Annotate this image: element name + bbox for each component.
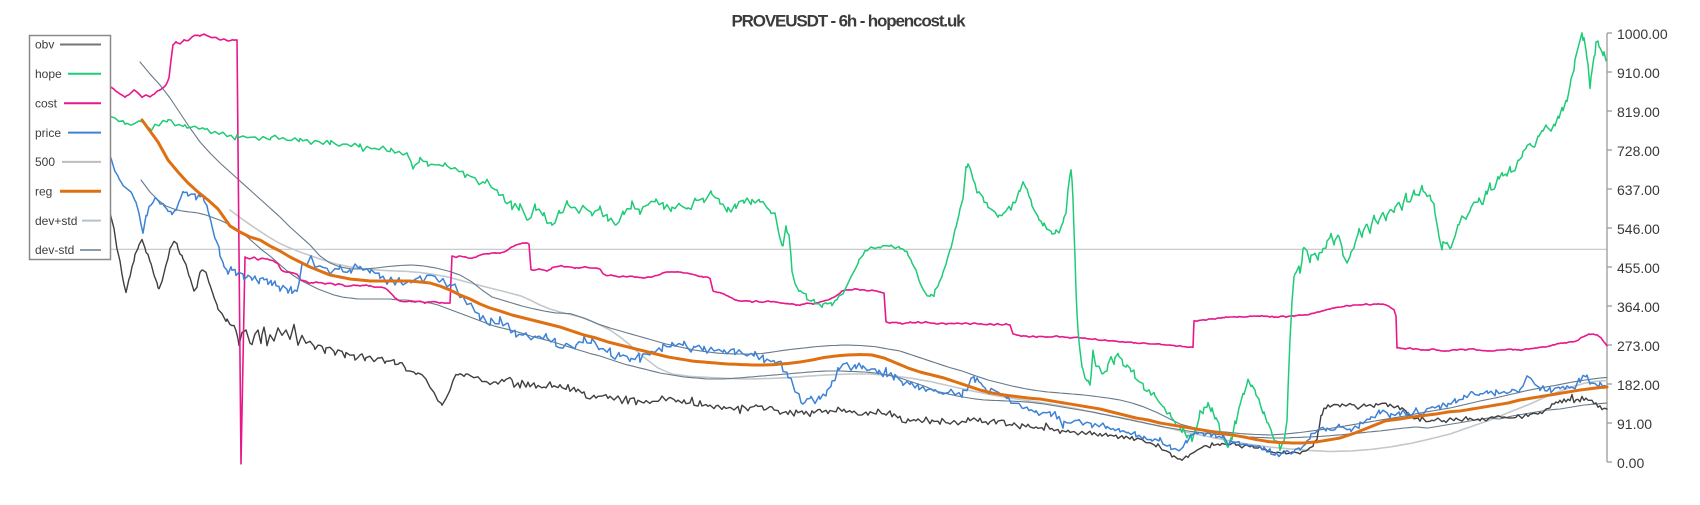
svg-text:637.00: 637.00	[1617, 182, 1660, 198]
svg-text:455.00: 455.00	[1617, 260, 1660, 276]
svg-text:price: price	[35, 126, 61, 140]
svg-text:hope: hope	[35, 67, 62, 81]
svg-text:91.00: 91.00	[1617, 416, 1652, 432]
svg-text:910.00: 910.00	[1617, 65, 1660, 81]
svg-text:dev-std: dev-std	[35, 243, 74, 257]
svg-text:PROVEUSDT - 6h - hopencost.uk: PROVEUSDT - 6h - hopencost.uk	[731, 12, 966, 31]
svg-text:obv: obv	[35, 38, 54, 52]
svg-text:819.00: 819.00	[1617, 104, 1660, 120]
svg-text:1000.00: 1000.00	[1617, 26, 1668, 42]
svg-text:0.00: 0.00	[1617, 455, 1644, 471]
svg-text:cost: cost	[35, 96, 58, 110]
svg-text:728.00: 728.00	[1617, 143, 1660, 159]
svg-text:182.00: 182.00	[1617, 377, 1660, 393]
svg-text:364.00: 364.00	[1617, 299, 1660, 315]
svg-text:546.00: 546.00	[1617, 221, 1660, 237]
svg-text:reg: reg	[35, 184, 52, 198]
svg-text:273.00: 273.00	[1617, 338, 1660, 354]
svg-text:dev+std: dev+std	[35, 214, 77, 228]
svg-text:500: 500	[35, 155, 55, 169]
